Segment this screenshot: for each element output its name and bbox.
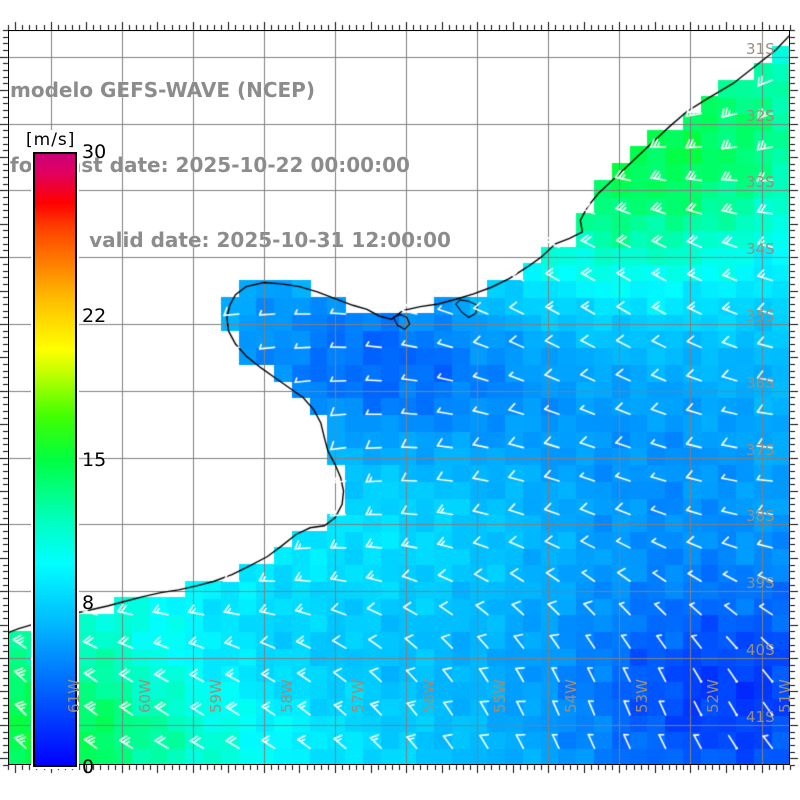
colorbar-tick-22: 22 — [82, 305, 107, 327]
colorbar-unit-label: [m/s] — [24, 130, 78, 150]
colorbar-tick-30: 30 — [82, 141, 107, 163]
colorbar-tick-0: 0 — [82, 756, 95, 778]
colorbar-tick-8: 8 — [82, 592, 95, 614]
wind-field-canvas — [8, 30, 790, 765]
colorbar-tick-15: 15 — [82, 448, 107, 471]
colorbar[interactable] — [33, 152, 77, 767]
map-plot-area[interactable] — [8, 30, 790, 765]
colorbar-gradient — [33, 152, 77, 767]
